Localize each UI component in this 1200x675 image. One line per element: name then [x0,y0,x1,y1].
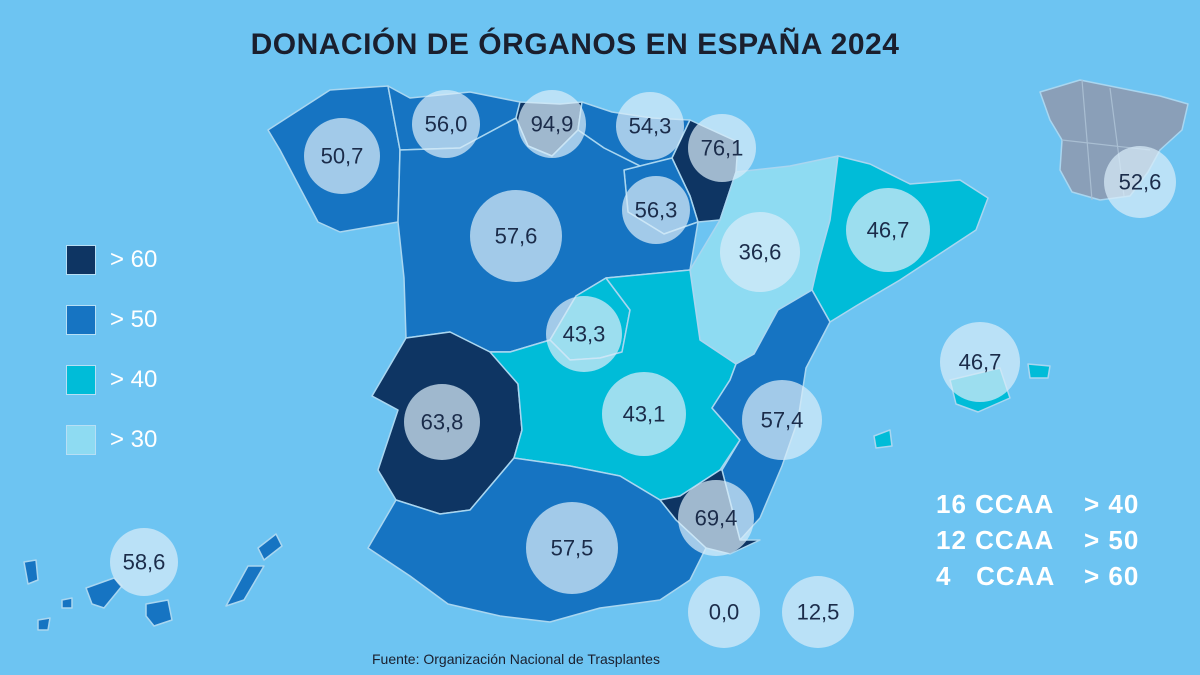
source-note: Fuente: Organización Nacional de Traspla… [372,651,660,667]
bubble-la-rioja-value: 56,3 [635,198,678,223]
bubble-aragon: 36,6 [720,212,800,292]
bubble-extremadura-circle [404,384,480,460]
bubble-la-rioja: 56,3 [622,176,690,244]
bubble-asturias-value: 56,0 [425,112,468,137]
bubble-andalucia-value: 57,5 [551,536,594,561]
bubble-canarias: 58,6 [110,528,178,596]
legend-item-gt40: > 40 [66,350,157,410]
bubble-melilla-value: 12,5 [797,600,840,625]
region-canarias-lanzarote [257,533,283,561]
legend-label-gt50: > 50 [110,306,158,333]
bubble-navarra: 76,1 [688,114,756,182]
legend-swatch-gt50 [66,305,96,335]
bubble-canarias-circle [110,528,178,596]
legend-item-gt50: > 50 [66,290,157,350]
bubble-madrid-value: 43,3 [563,322,606,347]
bubble-galicia: 50,7 [304,118,380,194]
bubble-pais-vasco-value: 54,3 [629,114,672,139]
region-canarias-gran-canaria [145,599,173,627]
bubble-asturias: 56,0 [412,90,480,158]
region-canarias-el-hierro [37,617,51,631]
bubble-cantabria-circle [518,90,586,158]
bubble-melilla: 12,5 [782,576,854,648]
bubble-madrid: 43,3 [546,296,622,372]
summary-count: 4 CCAA [936,561,1056,591]
bubble-asturias-circle [412,90,480,158]
summary-row: 12 CCAA > 50 [936,522,1139,558]
bubble-cantabria-value: 94,9 [531,112,574,137]
summary-threshold: > 40 [1084,489,1140,519]
bubble-murcia-value: 69,4 [695,506,738,531]
region-baleares-ibiza [873,429,893,449]
bubble-la-rioja-circle [622,176,690,244]
bubble-castilla-y-leon-value: 57,6 [495,224,538,249]
legend-item-gt30: > 30 [66,410,157,470]
bubble-navarra-circle [688,114,756,182]
bubble-espana: 52,6 [1104,146,1176,218]
bubble-navarra-value: 76,1 [701,136,744,161]
bubble-cataluna-value: 46,7 [867,218,910,243]
bubble-ceuta-value: 0,0 [709,600,740,625]
legend-swatch-gt30 [66,425,96,455]
bubble-pais-vasco: 54,3 [616,92,684,160]
bubble-cataluna: 46,7 [846,188,930,272]
summary-threshold: > 50 [1084,525,1140,555]
region-canarias-tenerife [85,577,123,609]
bubble-castilla-y-leon-circle [470,190,562,282]
bubble-extremadura-value: 63,8 [421,410,464,435]
bubble-castilla-la-mancha-circle [602,372,686,456]
bubble-comunidad-valenciana-value: 57,4 [761,408,804,433]
map-title: DONACIÓN DE ÓRGANOS EN ESPAÑA 2024 [250,28,900,61]
bubble-andalucia-circle [526,502,618,594]
bubble-melilla-circle [782,576,854,648]
bubble-ceuta-circle [688,576,760,648]
summary-row: 4 CCAA > 60 [936,558,1139,594]
bubble-madrid-circle [546,296,622,372]
bubble-baleares-circle [940,322,1020,402]
bubble-aragon-circle [720,212,800,292]
bubble-galicia-value: 50,7 [321,144,364,169]
summary-box: 16 CCAA > 40 12 CCAA > 50 4 CCAA > 60 [936,486,1139,594]
summary-count: 12 CCAA [936,525,1055,555]
bubble-extremadura: 63,8 [404,384,480,460]
summary-row: 16 CCAA > 40 [936,486,1139,522]
bubble-baleares-value: 46,7 [959,350,1002,375]
bubble-castilla-la-mancha-value: 43,1 [623,402,666,427]
bubble-espana-value: 52,6 [1119,170,1162,195]
bubble-aragon-value: 36,6 [739,240,782,265]
legend-label-gt60: > 60 [110,246,158,273]
region-canarias-la-gomera [61,597,73,609]
bubble-cantabria: 94,9 [518,90,586,158]
bubble-galicia-circle [304,118,380,194]
legend-label-gt30: > 30 [110,426,158,453]
bubble-baleares: 46,7 [940,322,1020,402]
bubble-andalucia: 57,5 [526,502,618,594]
bubble-pais-vasco-circle [616,92,684,160]
bubble-murcia: 69,4 [678,480,754,556]
bubble-cataluna-circle [846,188,930,272]
legend-swatch-gt40 [66,365,96,395]
bubble-comunidad-valenciana: 57,4 [742,380,822,460]
summary-threshold: > 60 [1084,561,1140,591]
legend-label-gt40: > 40 [110,366,158,393]
bubble-canarias-value: 58,6 [123,550,166,575]
bubble-ceuta: 0,0 [688,576,760,648]
region-canarias-la-palma [23,559,39,585]
region-baleares-menorca [1027,363,1051,379]
region-canarias-fuerteventura [225,565,265,607]
bubble-espana-circle [1104,146,1176,218]
bubble-murcia-circle [678,480,754,556]
bubble-castilla-la-mancha: 43,1 [602,372,686,456]
bubble-comunidad-valenciana-circle [742,380,822,460]
legend-item-gt60: > 60 [66,230,157,290]
bubble-castilla-y-leon: 57,6 [470,190,562,282]
summary-count: 16 CCAA [936,489,1055,519]
legend: > 60 > 50 > 40 > 30 [66,230,157,470]
legend-swatch-gt60 [66,245,96,275]
